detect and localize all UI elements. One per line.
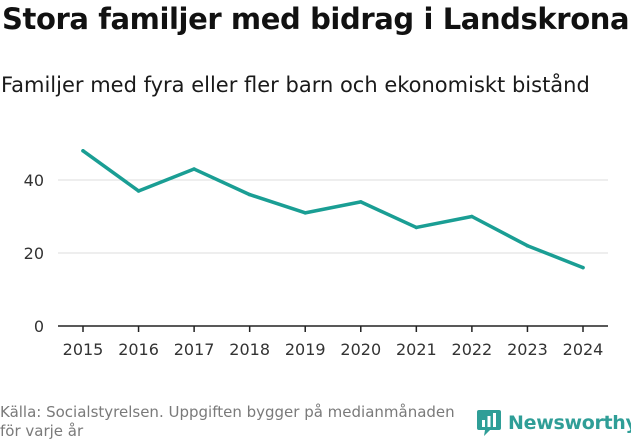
y-tick-label: 20 <box>24 244 44 263</box>
x-tick-label: 2019 <box>285 340 326 359</box>
x-tick-label: 2015 <box>63 340 104 359</box>
x-tick-label: 2021 <box>396 340 437 359</box>
data-point <box>470 214 474 219</box>
x-tick-label: 2017 <box>174 340 215 359</box>
data-point <box>359 200 363 204</box>
source-note: Källa: Socialstyrelsen. Uppgiften bygger… <box>0 403 455 439</box>
data-point <box>247 192 252 197</box>
line-chart: 0 20 40 2015 2016 2017 2018 2019 2020 2021 2022 202… <box>24 149 608 359</box>
x-tick-label: 2022 <box>452 340 493 359</box>
x-tick-label: 2020 <box>340 340 381 359</box>
x-tick-label: 2018 <box>229 340 270 359</box>
x-tick-label: 2024 <box>563 340 604 359</box>
brand-name: Newsworthy <box>508 412 631 434</box>
chart-title: Stora familjer med bidrag i Landskrona <box>2 2 630 36</box>
x-tick-label: 2023 <box>507 340 548 359</box>
data-point <box>192 167 196 171</box>
data-point <box>581 265 585 270</box>
y-tick-label: 40 <box>24 171 44 190</box>
y-tick-label: 0 <box>34 317 44 336</box>
series-line-0 <box>81 149 585 270</box>
data-point <box>136 189 141 193</box>
newsworthy-logo-icon <box>477 410 501 436</box>
chart-subtitle: Familjer med fyra eller fler barn och ek… <box>1 73 590 97</box>
brand: Newsworthy <box>476 408 631 438</box>
data-point <box>525 243 530 248</box>
data-point <box>81 149 85 153</box>
data-point <box>303 211 307 215</box>
x-tick-label: 2016 <box>118 340 159 359</box>
data-point <box>414 225 419 230</box>
